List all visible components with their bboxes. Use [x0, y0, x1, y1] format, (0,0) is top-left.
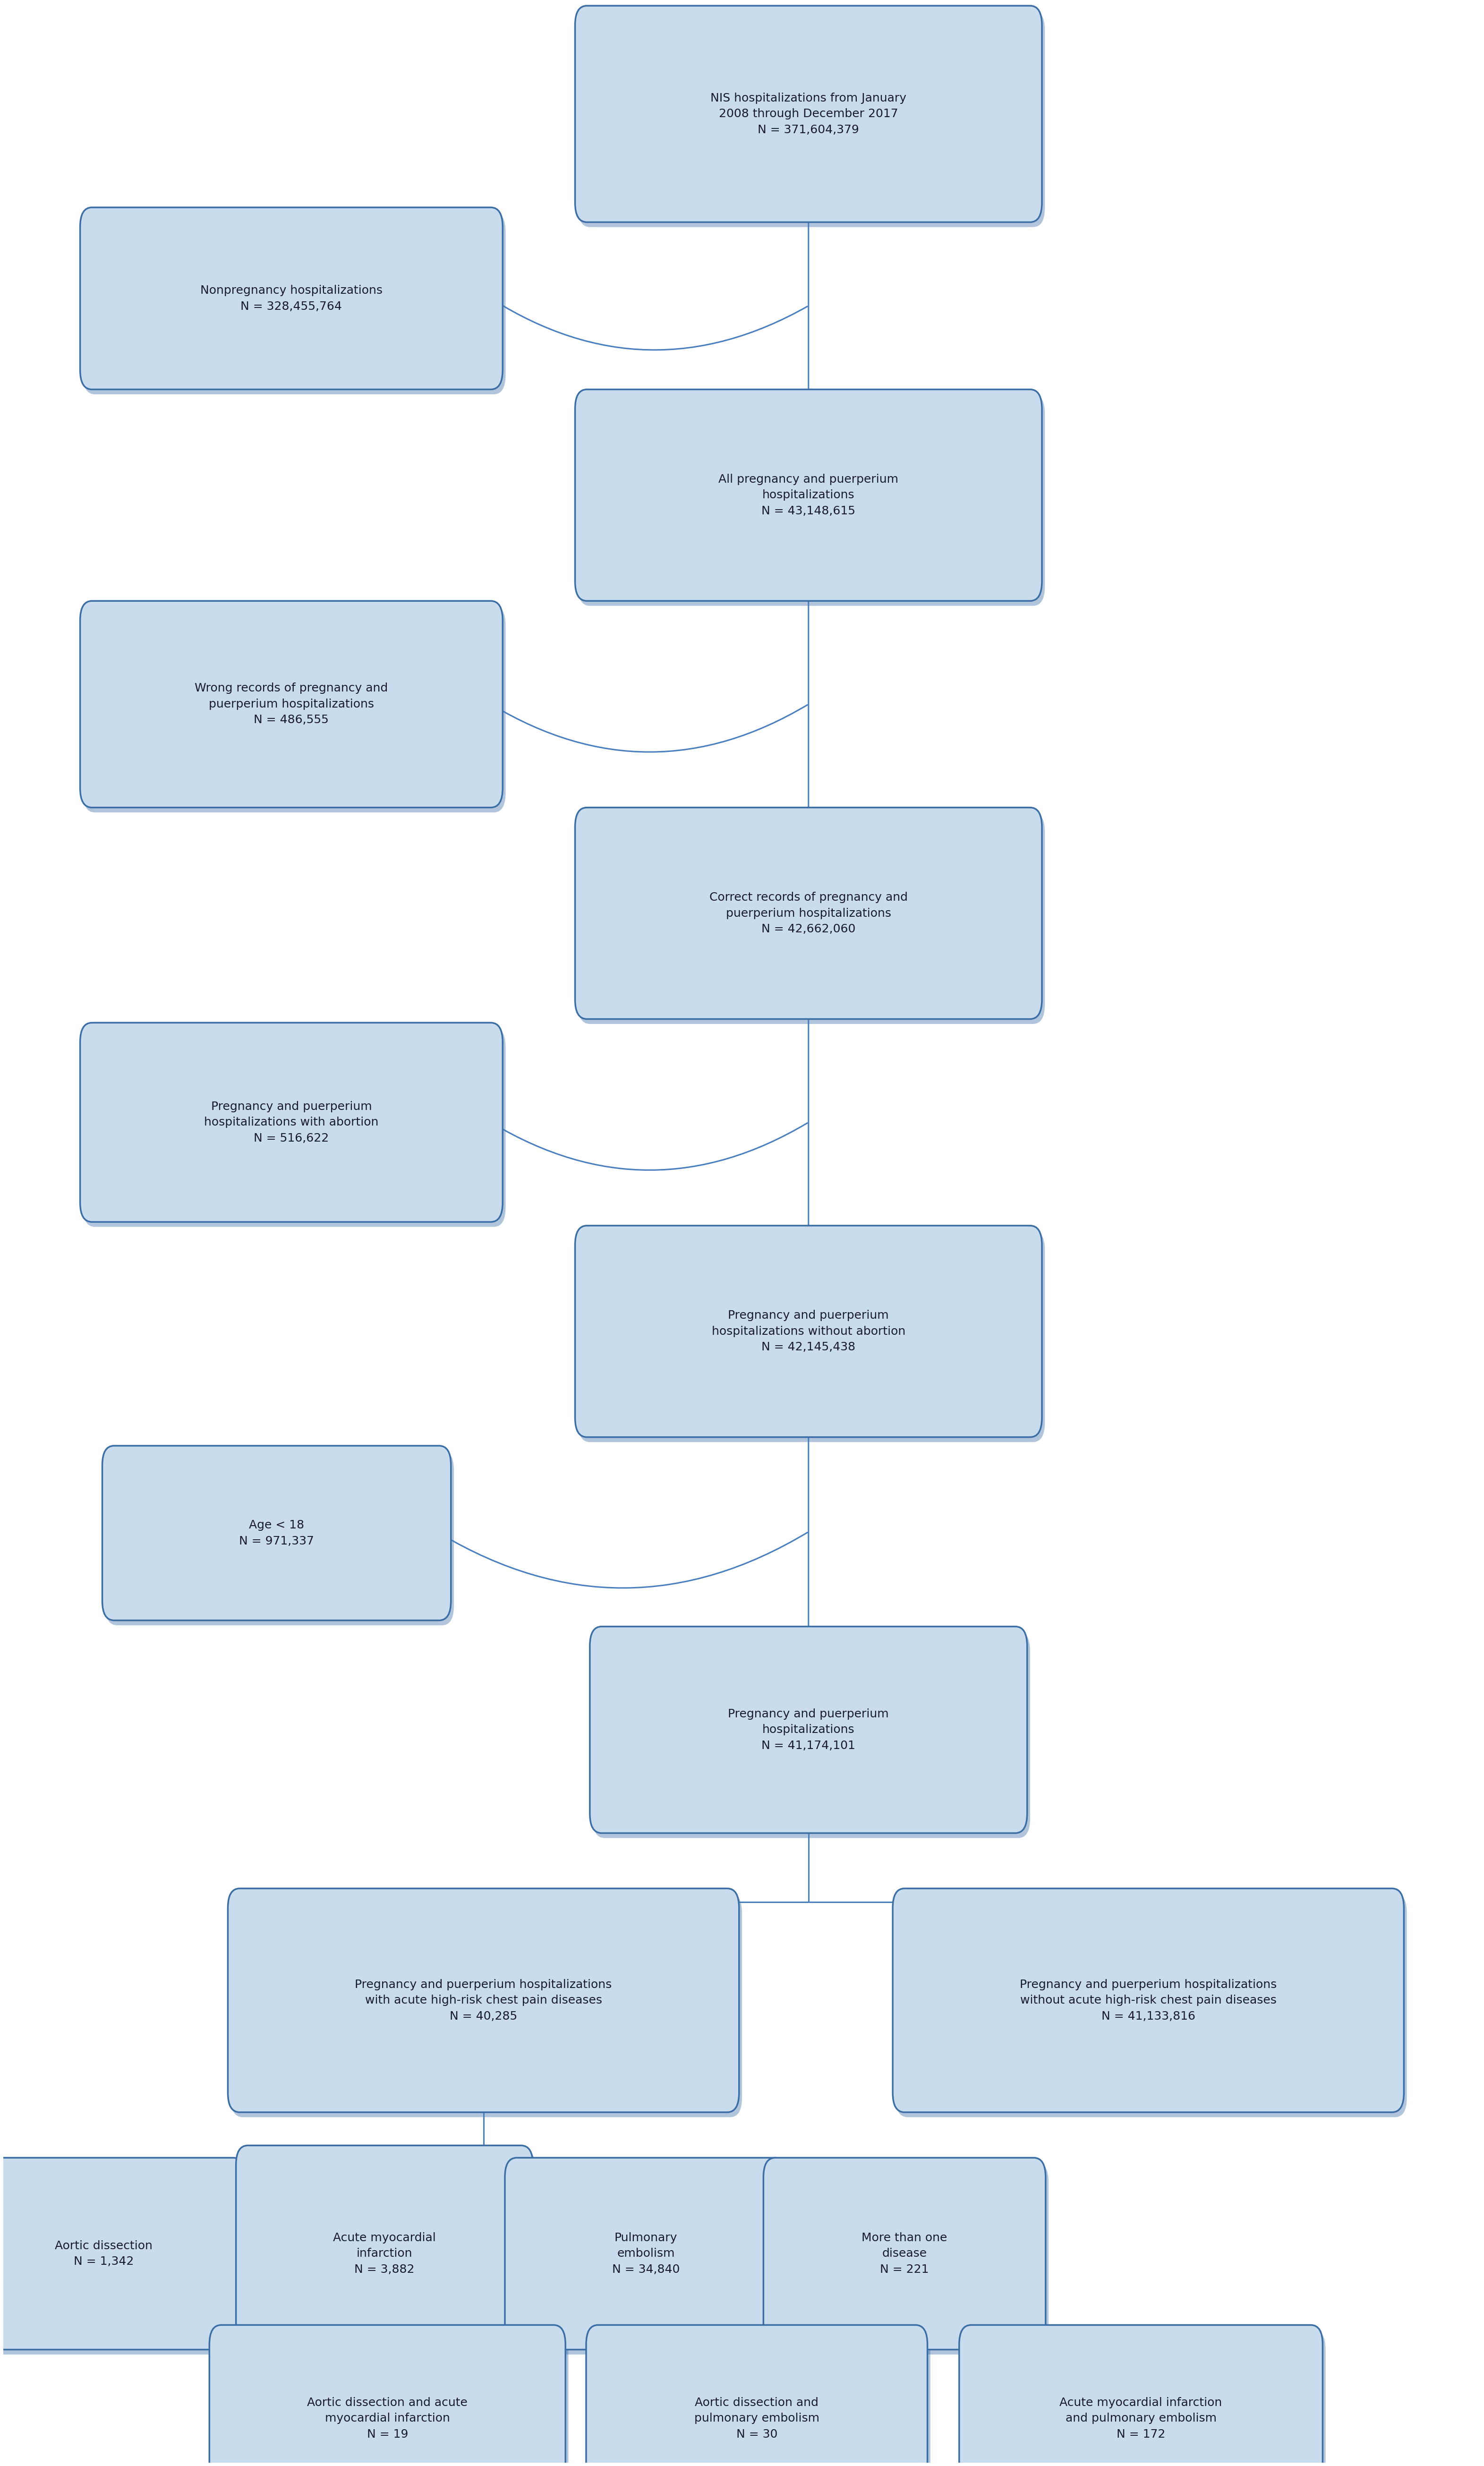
FancyBboxPatch shape	[0, 2163, 248, 2355]
FancyBboxPatch shape	[239, 2150, 536, 2367]
FancyBboxPatch shape	[574, 5, 1042, 222]
FancyBboxPatch shape	[0, 2158, 245, 2350]
Text: Nonpregnancy hospitalizations
N = 328,455,764: Nonpregnancy hospitalizations N = 328,45…	[200, 286, 383, 313]
Text: Aortic dissection and acute
myocardial infarction
N = 19: Aortic dissection and acute myocardial i…	[307, 2397, 467, 2439]
FancyBboxPatch shape	[589, 1628, 1027, 1832]
FancyBboxPatch shape	[574, 806, 1042, 1018]
FancyBboxPatch shape	[505, 2158, 787, 2350]
FancyBboxPatch shape	[83, 607, 506, 811]
Text: Age < 18
N = 971,337: Age < 18 N = 971,337	[239, 1519, 315, 1546]
FancyBboxPatch shape	[80, 602, 503, 806]
FancyBboxPatch shape	[959, 2325, 1322, 2466]
FancyBboxPatch shape	[766, 2163, 1049, 2355]
FancyBboxPatch shape	[102, 1445, 451, 1620]
Text: NIS hospitalizations from January
2008 through December 2017
N = 371,604,379: NIS hospitalizations from January 2008 t…	[711, 91, 907, 136]
FancyBboxPatch shape	[574, 1226, 1042, 1438]
Text: Wrong records of pregnancy and
puerperium hospitalizations
N = 486,555: Wrong records of pregnancy and puerperiu…	[194, 683, 387, 725]
FancyBboxPatch shape	[232, 1894, 742, 2118]
FancyBboxPatch shape	[592, 1632, 1030, 1837]
Text: Acute myocardial
infarction
N = 3,882: Acute myocardial infarction N = 3,882	[332, 2232, 436, 2276]
FancyBboxPatch shape	[577, 10, 1045, 227]
Text: Pregnancy and puerperium hospitalizations
without acute high-risk chest pain dis: Pregnancy and puerperium hospitalization…	[1020, 1978, 1276, 2022]
FancyBboxPatch shape	[236, 2145, 533, 2362]
FancyBboxPatch shape	[105, 1450, 454, 1625]
Text: Pregnancy and puerperium
hospitalizations
N = 41,174,101: Pregnancy and puerperium hospitalization…	[729, 1709, 889, 1751]
FancyBboxPatch shape	[589, 2330, 930, 2466]
FancyBboxPatch shape	[763, 2158, 1046, 2350]
FancyBboxPatch shape	[83, 212, 506, 395]
FancyBboxPatch shape	[962, 2330, 1325, 2466]
Text: Acute myocardial infarction
and pulmonary embolism
N = 172: Acute myocardial infarction and pulmonar…	[1060, 2397, 1223, 2439]
FancyBboxPatch shape	[577, 1231, 1045, 1443]
Text: Pregnancy and puerperium
hospitalizations with abortion
N = 516,622: Pregnancy and puerperium hospitalization…	[205, 1100, 378, 1144]
FancyBboxPatch shape	[508, 2163, 789, 2355]
FancyBboxPatch shape	[83, 1028, 506, 1228]
FancyBboxPatch shape	[209, 2325, 565, 2466]
FancyBboxPatch shape	[577, 811, 1045, 1023]
Text: All pregnancy and puerperium
hospitalizations
N = 43,148,615: All pregnancy and puerperium hospitaliza…	[718, 473, 898, 518]
Text: Pulmonary
embolism
N = 34,840: Pulmonary embolism N = 34,840	[611, 2232, 680, 2276]
Text: Aortic dissection
N = 1,342: Aortic dissection N = 1,342	[55, 2239, 153, 2266]
FancyBboxPatch shape	[893, 1889, 1404, 2113]
FancyBboxPatch shape	[574, 390, 1042, 602]
FancyBboxPatch shape	[896, 1894, 1407, 2118]
Text: Correct records of pregnancy and
puerperium hospitalizations
N = 42,662,060: Correct records of pregnancy and puerper…	[709, 893, 908, 935]
FancyBboxPatch shape	[577, 395, 1045, 607]
Text: Pregnancy and puerperium
hospitalizations without abortion
N = 42,145,438: Pregnancy and puerperium hospitalization…	[712, 1309, 905, 1354]
FancyBboxPatch shape	[212, 2330, 568, 2466]
Text: Aortic dissection and
pulmonary embolism
N = 30: Aortic dissection and pulmonary embolism…	[695, 2397, 819, 2439]
FancyBboxPatch shape	[586, 2325, 928, 2466]
FancyBboxPatch shape	[80, 1023, 503, 1223]
FancyBboxPatch shape	[229, 1889, 739, 2113]
Text: More than one
disease
N = 221: More than one disease N = 221	[862, 2232, 947, 2276]
FancyBboxPatch shape	[80, 207, 503, 390]
Text: Pregnancy and puerperium hospitalizations
with acute high-risk chest pain diseas: Pregnancy and puerperium hospitalization…	[355, 1978, 611, 2022]
